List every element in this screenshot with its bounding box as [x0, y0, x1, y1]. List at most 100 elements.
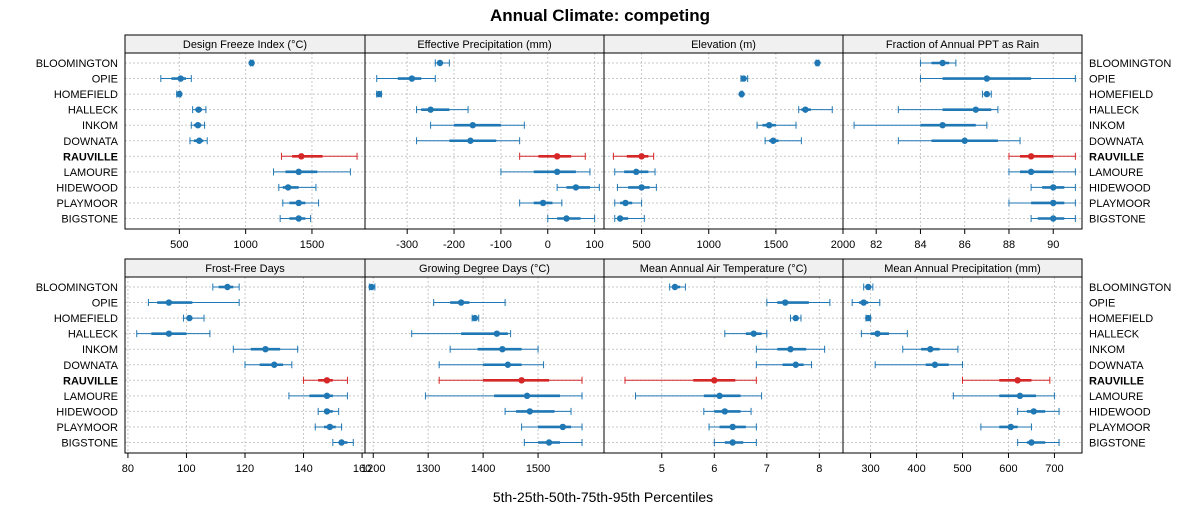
x-tick-label: 2000 — [831, 239, 855, 251]
interval-downata — [755, 361, 812, 369]
median-point — [408, 75, 416, 82]
x-tick-label: 88 — [1003, 239, 1015, 251]
interval-halleck — [192, 106, 207, 114]
median-point — [338, 439, 345, 446]
median-point — [1027, 153, 1035, 160]
median-point — [165, 299, 173, 306]
interval-hidewood — [556, 183, 600, 191]
interval-downata — [189, 137, 208, 145]
median-point — [499, 346, 506, 353]
interval-lamoure — [1008, 168, 1076, 176]
interval-lamoure — [614, 168, 656, 176]
interval-rauville — [438, 376, 583, 384]
interval-inkom — [853, 121, 988, 129]
median-point — [323, 392, 331, 400]
interval-opie — [919, 75, 1076, 83]
interval-halleck — [724, 330, 768, 338]
median-point — [792, 314, 799, 322]
x-tick-label: 84 — [914, 239, 926, 251]
interval-lamoure — [288, 392, 348, 400]
panel: Mean Annual Precipitation (mm) 300 400 500 6… — [842, 258, 1083, 475]
median-point — [323, 377, 331, 384]
panel: Elevation (m) 500 1000 1500 2000 — [603, 34, 855, 251]
site-label-right: HALLECK — [1089, 105, 1140, 117]
interval-opie — [147, 299, 240, 307]
median-point — [553, 168, 561, 176]
median-point — [782, 299, 789, 306]
interval-lamoure — [500, 168, 591, 176]
x-tick-label: 1200 — [361, 463, 385, 475]
interval-playmoor — [282, 199, 320, 207]
median-point — [750, 330, 757, 337]
panel-title: Effective Precipitation (mm) — [417, 39, 551, 51]
x-tick-label: 500 — [632, 239, 650, 251]
median-point — [983, 90, 991, 98]
x-tick-label: 300 — [861, 463, 879, 475]
site-label-right: PLAYMOOR — [1089, 422, 1151, 434]
interval-hidewood — [703, 407, 752, 415]
site-label-right: BIGSTONE — [1089, 214, 1146, 226]
median-point — [740, 75, 747, 82]
interval-inkom — [756, 121, 797, 129]
median-point — [295, 168, 302, 176]
interval-downata — [244, 361, 293, 369]
interval-rauville — [1008, 152, 1076, 160]
site-label-right: INKOM — [1089, 344, 1125, 356]
median-point — [323, 408, 331, 415]
median-point — [467, 137, 474, 144]
site-label-right: RAUVILLE — [1089, 151, 1144, 163]
median-point — [711, 377, 718, 384]
interval-hidewood — [1017, 407, 1060, 415]
interval-bloomington — [212, 283, 240, 291]
median-point — [262, 346, 269, 353]
median-point — [1050, 199, 1057, 207]
median-point — [177, 75, 184, 82]
median-point — [983, 75, 991, 82]
interval-halleck — [798, 106, 833, 114]
interval-playmoor — [519, 199, 563, 207]
site-label-right: LAMOURE — [1089, 167, 1143, 179]
x-tick-label: 1000 — [696, 239, 720, 251]
median-point — [572, 184, 580, 191]
site-label-left: BIGSTONE — [61, 438, 118, 450]
x-tick-label: 120 — [236, 463, 254, 475]
interval-lamoure — [952, 392, 1055, 400]
median-point — [194, 122, 202, 129]
median-point — [729, 439, 736, 446]
median-point — [295, 199, 302, 207]
median-point — [671, 283, 679, 291]
median-point — [931, 361, 939, 368]
interval-halleck — [860, 330, 908, 338]
median-point — [961, 137, 968, 144]
x-tick-label: 5 — [659, 463, 665, 475]
panel-title: Growing Degree Days (°C) — [419, 263, 550, 275]
interval-opie — [851, 299, 881, 307]
site-label-left: LAMOURE — [64, 391, 118, 403]
median-point — [1028, 439, 1035, 446]
median-point — [539, 199, 547, 207]
median-point — [865, 283, 872, 291]
median-point — [518, 377, 525, 384]
median-point — [471, 314, 479, 322]
interval-homefield — [789, 314, 802, 322]
panel-title: Fraction of Annual PPT as Rain — [886, 39, 1039, 51]
median-point — [874, 330, 881, 337]
interval-playmoor — [314, 423, 343, 431]
interval-hidewood — [317, 407, 340, 415]
interval-lamoure — [424, 392, 583, 400]
median-point — [195, 106, 202, 113]
x-tick-label: 400 — [907, 463, 925, 475]
site-label-right: INKOM — [1089, 120, 1125, 132]
interval-inkom — [190, 121, 206, 129]
median-point — [326, 423, 334, 431]
site-label-right: BLOOMINGTON — [1089, 58, 1171, 70]
interval-opie — [766, 299, 831, 307]
panel: Growing Degree Days (°C) 1200 1300 1400 1500 — [361, 258, 605, 475]
median-point — [559, 423, 566, 431]
panel-title: Mean Annual Air Temperature (°C) — [640, 263, 807, 275]
x-tick-label: 80 — [122, 463, 134, 475]
interval-opie — [433, 299, 506, 307]
median-point — [802, 106, 809, 113]
site-label-right: HOMEFIELD — [1089, 89, 1153, 101]
